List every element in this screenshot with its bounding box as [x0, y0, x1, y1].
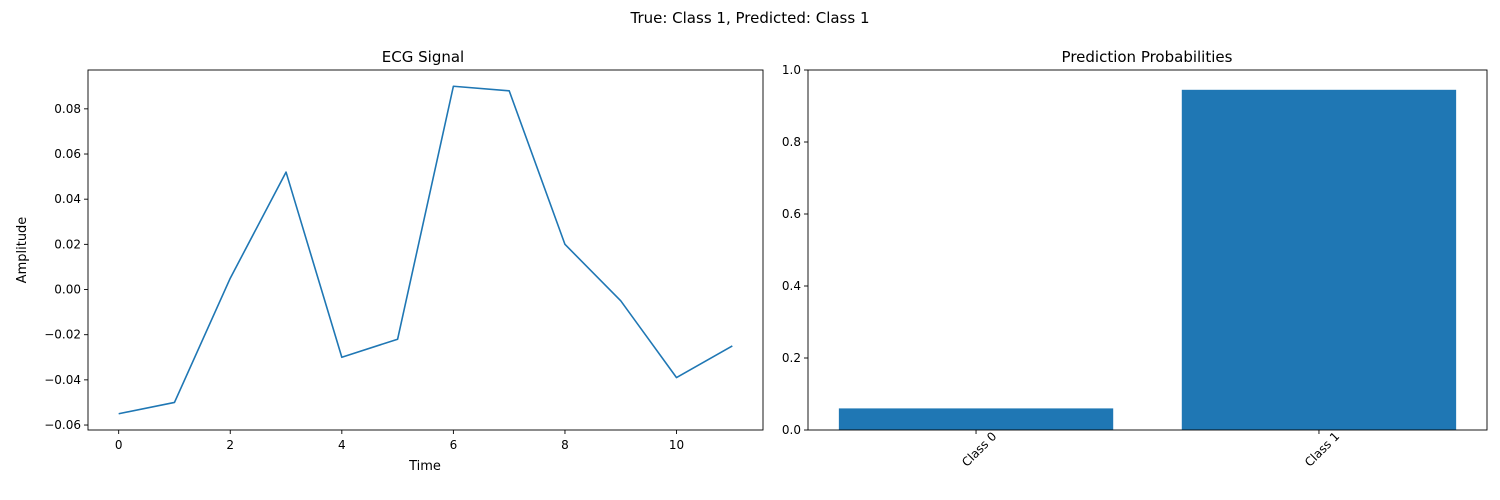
probability-y-tick-label: 0.6 — [782, 207, 801, 221]
ecg-x-tick-label: 10 — [669, 438, 684, 452]
probability-y-tick-label: 0.4 — [782, 279, 801, 293]
probability-chart: Prediction Probabilities Class 0 Class 10… — [782, 48, 1488, 469]
ecg-y-tick-label: −0.04 — [44, 373, 81, 387]
ecg-y-tick-label: 0.06 — [54, 147, 81, 161]
ecg-series-line — [118, 85, 733, 415]
probability-bar — [1181, 89, 1457, 431]
ecg-x-tick-label: 2 — [226, 438, 234, 452]
ecg-y-tick-label: 0.00 — [54, 283, 81, 297]
ecg-plot-area: 0 2 4 6 8 10 −0.06 −0.04 −0.02 0.00 0.02 0.04 0.06 0.… — [44, 69, 764, 452]
ecg-x-tick-label: 6 — [450, 438, 458, 452]
probability-axes-frame — [807, 69, 1488, 431]
ecg-chart: ECG Signal 0 2 4 6 8 10 −0.06 −0.04 −0.02 0.00 0.0… — [15, 48, 764, 474]
ecg-x-axis-label: Time — [408, 459, 441, 474]
ecg-y-tick-label: −0.06 — [44, 418, 81, 432]
ecg-chart-title: ECG Signal — [382, 48, 464, 66]
probability-y-tick-label: 1.0 — [782, 63, 801, 77]
ecg-y-tick-label: −0.02 — [44, 328, 81, 342]
probability-plot-area: Class 0 Class 10.00.20.40.60.81.0 — [782, 63, 1488, 469]
figure-suptitle: True: Class 1, Predicted: Class 1 — [629, 9, 869, 27]
ecg-y-tick-label: 0.02 — [54, 237, 81, 251]
probability-bar — [838, 408, 1114, 430]
ecg-y-tick-label: 0.04 — [54, 192, 81, 206]
ecg-y-tick-label: 0.08 — [54, 102, 81, 116]
ecg-y-axis-label: Amplitude — [15, 217, 30, 284]
ecg-axes-frame — [87, 69, 764, 431]
ecg-x-tick-label: 4 — [338, 438, 346, 452]
probability-chart-title: Prediction Probabilities — [1062, 48, 1233, 66]
probability-y-tick-label: 0.2 — [782, 351, 801, 365]
probability-y-tick-label: 0.8 — [782, 135, 801, 149]
ecg-x-tick-label: 0 — [115, 438, 123, 452]
probability-y-tick-label: 0.0 — [782, 423, 801, 437]
ecg-x-tick-label: 8 — [561, 438, 569, 452]
